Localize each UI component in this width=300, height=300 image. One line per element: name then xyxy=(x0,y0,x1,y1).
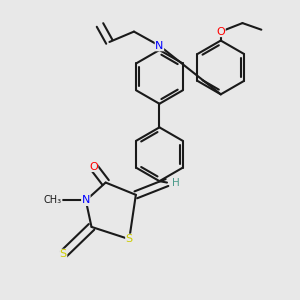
Text: S: S xyxy=(126,234,133,244)
Text: S: S xyxy=(60,249,67,259)
Text: O: O xyxy=(89,161,98,172)
Text: N: N xyxy=(155,41,164,51)
Text: N: N xyxy=(82,196,90,206)
Text: CH₃: CH₃ xyxy=(44,196,62,206)
Text: O: O xyxy=(216,27,225,37)
Text: H: H xyxy=(172,178,179,188)
